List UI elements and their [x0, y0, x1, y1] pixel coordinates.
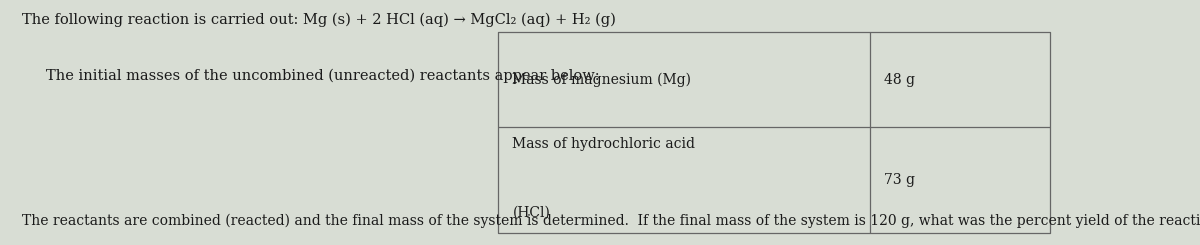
- Text: The initial masses of the uncombined (unreacted) reactants appear below:: The initial masses of the uncombined (un…: [46, 69, 599, 83]
- Text: Mass of hydrochloric acid: Mass of hydrochloric acid: [512, 137, 696, 151]
- Text: The following reaction is carried out: Mg (s) + 2 HCl (aq) → MgCl₂ (aq) + H₂ (g): The following reaction is carried out: M…: [22, 12, 616, 27]
- Text: 48 g: 48 g: [884, 73, 916, 87]
- Text: (HCl): (HCl): [512, 206, 551, 220]
- Text: Mass of magnesium (Mg): Mass of magnesium (Mg): [512, 73, 691, 87]
- Text: The reactants are combined (reacted) and the final mass of the system is determi: The reactants are combined (reacted) and…: [22, 213, 1200, 228]
- Text: 73 g: 73 g: [884, 173, 916, 187]
